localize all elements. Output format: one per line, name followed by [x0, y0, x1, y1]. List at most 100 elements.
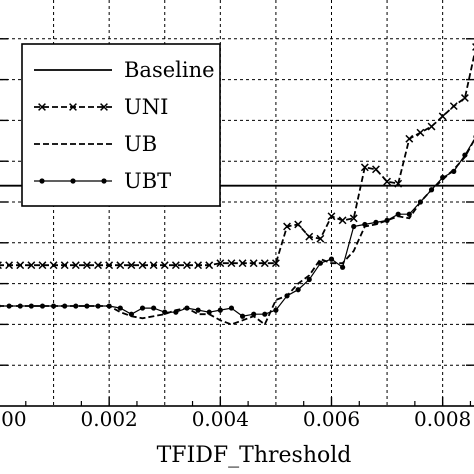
- data-point-uni: [349, 214, 358, 223]
- legend-entry-ubt: UBT: [34, 169, 171, 193]
- data-point-uni: [194, 261, 203, 270]
- x-tick-label: 0.006: [303, 407, 360, 431]
- data-point-ubt: [317, 260, 323, 266]
- series-uni: [0, 43, 474, 270]
- data-point-uni: [238, 259, 247, 268]
- legend-box: [21, 43, 221, 207]
- data-point-ubt: [17, 303, 23, 309]
- data-point-uni: [283, 222, 291, 231]
- legend-marker-ubt: [70, 178, 76, 184]
- data-point-uni: [183, 261, 191, 270]
- data-point-ubt: [0, 304, 1, 308]
- data-point-ubt: [340, 264, 346, 270]
- series-line-uni: [0, 51, 474, 267]
- data-point-ubt: [384, 217, 390, 223]
- data-point-uni: [249, 259, 258, 268]
- data-point-uni: [294, 220, 303, 229]
- data-point-uni: [160, 261, 169, 270]
- legend-label-ubt: UBT: [124, 169, 171, 193]
- data-point-ubt: [39, 303, 46, 309]
- data-point-ubt: [173, 309, 179, 315]
- data-point-ubt: [295, 287, 301, 293]
- data-point-ubt: [451, 168, 457, 174]
- data-point-uni: [205, 261, 214, 270]
- legend-marker-uni: [38, 103, 46, 111]
- legend-label-baseline: Baseline: [124, 58, 215, 82]
- data-point-ubt: [84, 303, 90, 309]
- data-point-ubt: [128, 311, 134, 317]
- data-point-uni: [27, 261, 36, 270]
- data-point-ubt: [273, 307, 279, 313]
- data-point-uni: [49, 261, 58, 270]
- tick-layer: 0.000 0.002 0.004 0.006 0.008: [0, 38, 474, 431]
- data-point-ubt: [406, 211, 412, 217]
- data-point-uni: [216, 259, 225, 268]
- data-point-ubt: [284, 293, 290, 299]
- data-point-ubt: [395, 211, 401, 217]
- data-point-ubt: [262, 311, 268, 317]
- legend-marker-ubt: [101, 178, 107, 184]
- data-point-uni: [260, 259, 269, 268]
- data-point-ubt: [106, 303, 112, 309]
- data-point-ubt: [428, 187, 435, 193]
- data-point-uni: [149, 261, 158, 270]
- data-point-uni: [0, 261, 2, 270]
- data-point-ubt: [206, 309, 212, 315]
- data-point-ubt: [50, 303, 57, 309]
- x-axis-title: TFIDF_Threshold: [157, 443, 352, 468]
- data-point-uni: [360, 163, 369, 172]
- legend: Baseline UNI UB UBT: [21, 43, 221, 207]
- data-point-ubt: [95, 303, 101, 309]
- x-tick-label: 0.008: [414, 407, 471, 431]
- data-point-uni: [305, 232, 314, 241]
- legend-marker-uni: [100, 103, 108, 111]
- data-point-ubt: [73, 303, 79, 309]
- data-point-uni: [71, 261, 80, 270]
- data-point-uni: [316, 234, 325, 243]
- data-point-ubt: [328, 256, 335, 262]
- data-point-ubt: [62, 303, 68, 309]
- legend-label-uni: UNI: [124, 95, 168, 119]
- data-point-uni: [227, 259, 236, 268]
- data-point-uni: [38, 261, 47, 270]
- legend-marker-uni: [69, 103, 77, 111]
- data-point-ubt: [162, 309, 168, 315]
- legend-label-ub: UB: [124, 132, 157, 156]
- data-point-uni: [94, 261, 102, 270]
- data-point-ubt: [440, 174, 446, 181]
- data-point-ubt: [6, 303, 12, 309]
- legend-entries: Baseline UNI UB UBT: [34, 58, 215, 193]
- data-point-ubt: [28, 303, 34, 309]
- data-point-ubt: [351, 223, 357, 230]
- data-point-ubt: [239, 313, 246, 319]
- x-tick-label: 0.002: [81, 407, 138, 431]
- data-point-ubt: [417, 199, 424, 205]
- legend-entry-uni: UNI: [34, 95, 168, 119]
- data-point-ubt: [251, 311, 257, 317]
- data-point-uni: [327, 212, 336, 221]
- data-point-ubt: [217, 307, 223, 313]
- legend-entry-ub: UB: [34, 132, 157, 156]
- data-point-uni: [138, 261, 147, 270]
- data-point-uni: [171, 261, 180, 270]
- series-ubt: [0, 135, 474, 319]
- data-point-uni: [405, 134, 414, 143]
- data-point-ubt: [184, 305, 190, 311]
- data-point-uni: [394, 179, 403, 188]
- data-point-uni: [438, 112, 447, 121]
- data-point-ubt: [373, 219, 379, 225]
- data-point-uni: [383, 177, 392, 186]
- legend-entry-baseline: Baseline: [34, 58, 215, 82]
- data-point-uni: [372, 165, 380, 174]
- data-point-ubt: [306, 276, 312, 283]
- data-point-ubt: [151, 305, 157, 311]
- data-point-ubt: [195, 307, 201, 313]
- data-point-uni: [416, 128, 425, 137]
- x-tick-label: 0.004: [192, 407, 249, 431]
- data-point-ubt: [228, 305, 235, 311]
- data-point-uni: [271, 259, 280, 268]
- legend-marker-ubt: [39, 178, 45, 184]
- data-point-uni: [127, 261, 136, 270]
- data-point-ubt: [117, 305, 123, 311]
